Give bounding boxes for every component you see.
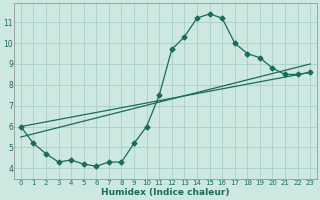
X-axis label: Humidex (Indice chaleur): Humidex (Indice chaleur)	[101, 188, 230, 197]
